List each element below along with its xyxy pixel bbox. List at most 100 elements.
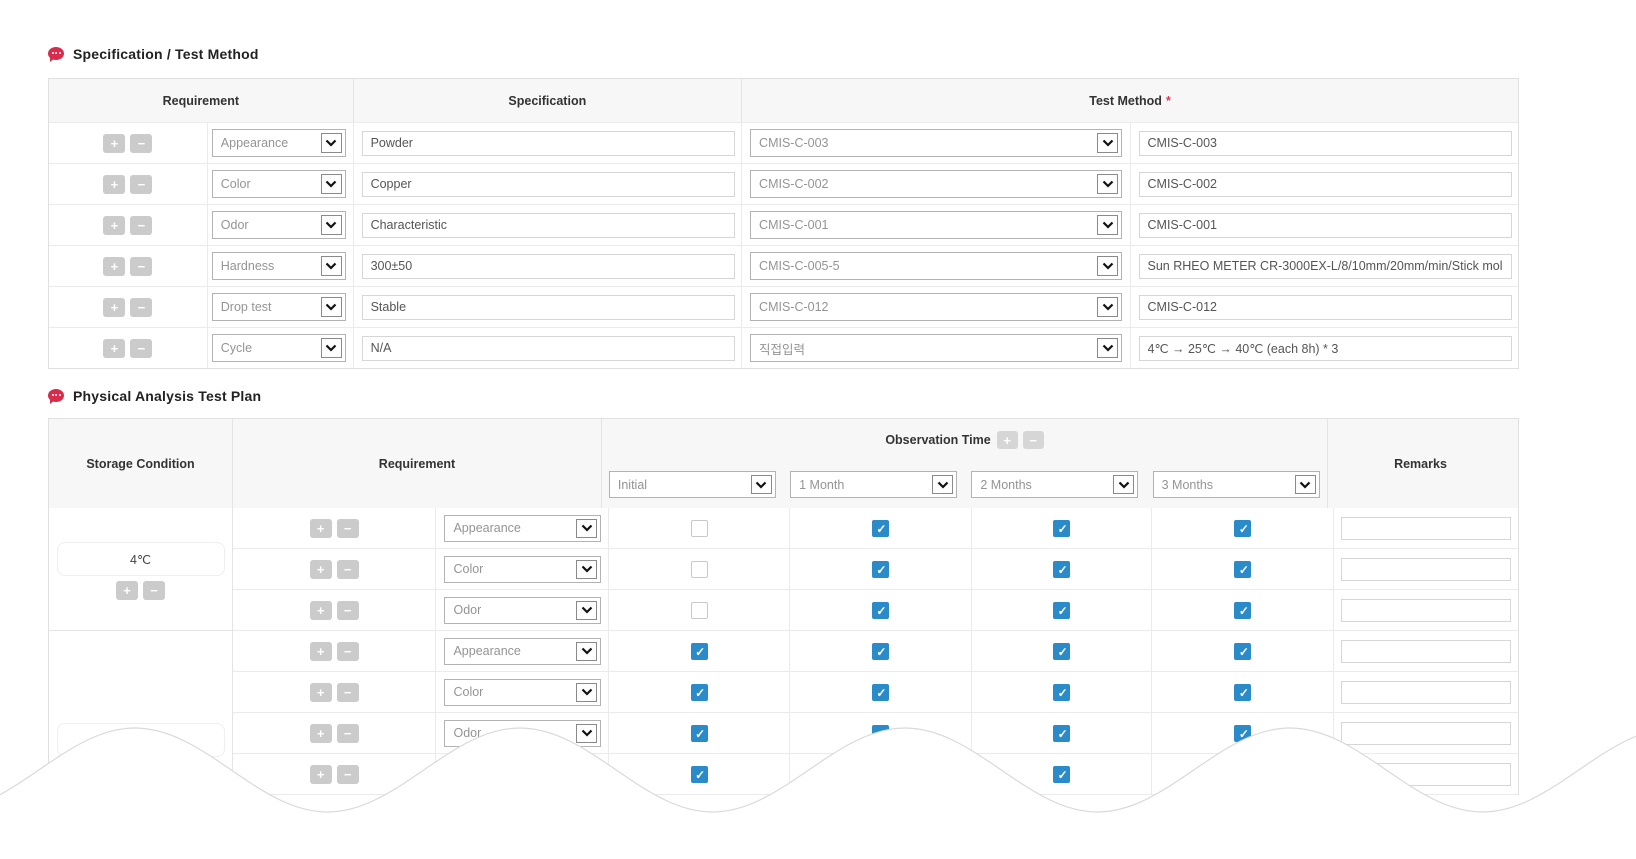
- remove-storage-group-button[interactable]: −: [143, 762, 165, 781]
- requirement-select[interactable]: Color: [444, 678, 602, 706]
- observation-checkbox[interactable]: [1053, 519, 1071, 538]
- observation-checkbox[interactable]: [871, 683, 890, 702]
- specification-input[interactable]: [361, 335, 735, 361]
- remove-row-button[interactable]: −: [130, 297, 153, 317]
- observation-checkbox[interactable]: [1234, 519, 1252, 538]
- add-storage-group-button[interactable]: +: [116, 581, 138, 600]
- remove-storage-group-button[interactable]: −: [143, 581, 165, 600]
- observation-checkbox[interactable]: [690, 683, 709, 702]
- remarks-input[interactable]: [1341, 680, 1512, 704]
- observation-checkbox[interactable]: [690, 724, 709, 743]
- remove-observation-button[interactable]: −: [1022, 431, 1044, 449]
- observation-checkbox[interactable]: [1053, 642, 1071, 661]
- specification-input[interactable]: [361, 253, 735, 279]
- add-row-button[interactable]: +: [309, 764, 332, 784]
- add-row-button[interactable]: +: [309, 682, 332, 702]
- add-row-button[interactable]: +: [103, 297, 126, 317]
- observation-checkbox[interactable]: [1234, 724, 1252, 743]
- add-row-button[interactable]: +: [309, 641, 332, 661]
- observation-checkbox[interactable]: [1053, 601, 1071, 620]
- specification-input[interactable]: [361, 171, 735, 197]
- requirement-select[interactable]: Drop test: [211, 293, 346, 321]
- add-row-button[interactable]: +: [103, 174, 126, 194]
- observation-checkbox[interactable]: [1234, 601, 1252, 620]
- remove-row-button[interactable]: −: [130, 133, 153, 153]
- remove-row-button[interactable]: −: [130, 256, 153, 276]
- test-method-select[interactable]: 직접입력: [750, 334, 1123, 362]
- requirement-select[interactable]: [444, 760, 602, 788]
- test-method-input[interactable]: [1138, 171, 1512, 197]
- test-method-input[interactable]: [1138, 294, 1512, 320]
- observation-checkbox[interactable]: [871, 601, 890, 620]
- remarks-input[interactable]: [1341, 516, 1512, 540]
- requirement-select[interactable]: Color: [211, 170, 346, 198]
- requirement-select[interactable]: Appearance: [211, 129, 346, 157]
- requirement-select[interactable]: Color: [444, 555, 602, 583]
- observation-checkbox[interactable]: [690, 765, 709, 784]
- observation-checkbox[interactable]: [871, 765, 890, 784]
- remove-row-button[interactable]: −: [336, 764, 359, 784]
- add-row-button[interactable]: +: [103, 215, 126, 235]
- add-observation-button[interactable]: +: [996, 431, 1018, 449]
- remove-row-button[interactable]: −: [336, 559, 359, 579]
- observation-checkbox[interactable]: [1053, 683, 1071, 702]
- add-row-button[interactable]: +: [309, 723, 332, 743]
- add-row-button[interactable]: +: [309, 559, 332, 579]
- requirement-select[interactable]: Odor: [444, 596, 602, 624]
- remarks-input[interactable]: [1341, 721, 1512, 745]
- observation-checkbox[interactable]: [871, 724, 890, 743]
- specification-input[interactable]: [361, 212, 735, 238]
- requirement-select[interactable]: Appearance: [444, 637, 602, 665]
- requirement-select[interactable]: Odor: [211, 211, 346, 239]
- storage-condition-input[interactable]: [56, 542, 225, 576]
- requirement-select[interactable]: Odor: [444, 719, 602, 747]
- test-method-select[interactable]: CMIS-C-003: [750, 129, 1123, 157]
- observation-checkbox[interactable]: [690, 642, 709, 661]
- remove-row-button[interactable]: −: [336, 682, 359, 702]
- add-row-button[interactable]: +: [103, 133, 126, 153]
- requirement-select[interactable]: Hardness: [211, 252, 346, 280]
- observation-checkbox[interactable]: [1234, 765, 1252, 784]
- test-method-select[interactable]: CMIS-C-002: [750, 170, 1123, 198]
- remove-row-button[interactable]: −: [336, 641, 359, 661]
- remarks-input[interactable]: [1341, 598, 1512, 622]
- observation-period-select[interactable]: 3 Months: [1152, 471, 1320, 498]
- specification-input[interactable]: [361, 294, 735, 320]
- requirement-select[interactable]: Cycle: [211, 334, 346, 362]
- remove-row-button[interactable]: −: [336, 518, 359, 538]
- remarks-input[interactable]: [1341, 762, 1512, 786]
- observation-checkbox[interactable]: [690, 560, 708, 578]
- observation-checkbox[interactable]: [1053, 560, 1071, 579]
- observation-checkbox[interactable]: [1234, 642, 1252, 661]
- storage-condition-input[interactable]: [56, 723, 225, 757]
- test-method-select[interactable]: CMIS-C-001: [750, 211, 1123, 239]
- observation-checkbox[interactable]: [1234, 560, 1252, 579]
- observation-checkbox[interactable]: [1053, 765, 1071, 784]
- observation-checkbox[interactable]: [871, 642, 890, 661]
- test-method-input[interactable]: [1138, 130, 1512, 156]
- test-method-select[interactable]: CMIS-C-012: [750, 293, 1123, 321]
- test-method-input[interactable]: [1138, 335, 1512, 361]
- observation-period-select[interactable]: 2 Months: [971, 471, 1139, 498]
- observation-checkbox[interactable]: [871, 560, 890, 579]
- remove-row-button[interactable]: −: [130, 338, 153, 358]
- specification-input[interactable]: [361, 130, 735, 156]
- remove-row-button[interactable]: −: [130, 174, 153, 194]
- test-method-select[interactable]: CMIS-C-005-5: [750, 252, 1123, 280]
- add-storage-group-button[interactable]: +: [116, 762, 138, 781]
- add-row-button[interactable]: +: [309, 518, 332, 538]
- observation-checkbox[interactable]: [690, 519, 708, 537]
- remove-row-button[interactable]: −: [336, 600, 359, 620]
- remarks-input[interactable]: [1341, 557, 1512, 581]
- observation-period-select[interactable]: Initial: [608, 471, 776, 498]
- remove-row-button[interactable]: −: [336, 723, 359, 743]
- requirement-select[interactable]: Appearance: [444, 514, 602, 542]
- remove-row-button[interactable]: −: [130, 215, 153, 235]
- add-row-button[interactable]: +: [103, 256, 126, 276]
- observation-checkbox[interactable]: [690, 601, 708, 619]
- observation-checkbox[interactable]: [1053, 724, 1071, 743]
- test-method-input[interactable]: [1138, 253, 1512, 279]
- observation-checkbox[interactable]: [871, 519, 890, 538]
- observation-checkbox[interactable]: [1234, 683, 1252, 702]
- observation-period-select[interactable]: 1 Month: [790, 471, 958, 498]
